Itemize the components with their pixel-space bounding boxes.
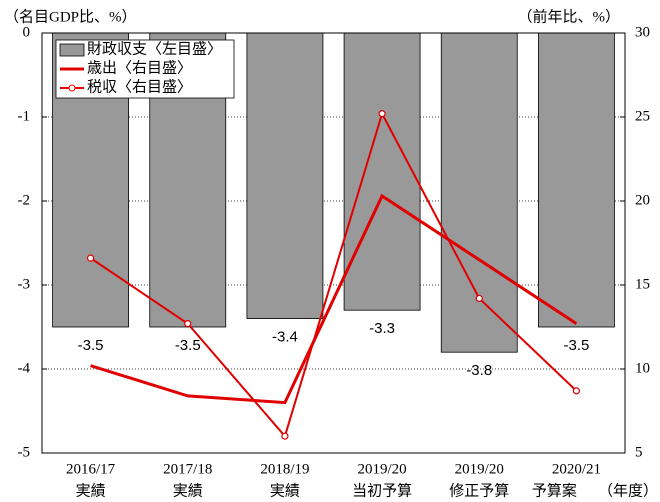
x-tick-label: 当初予算: [352, 481, 412, 499]
line: [90, 111, 578, 439]
x-tick-label: 2016/17: [66, 461, 116, 477]
legend-label: 歳出〈右目盛〉: [87, 59, 192, 76]
legend-box: [55, 39, 235, 99]
legend-swatch: [59, 43, 85, 57]
x-tick-label: 予算案: [532, 481, 577, 499]
x-tick-label: 2020/21: [552, 461, 601, 477]
bar-value-label: -3.5: [563, 337, 589, 354]
line-marker: [86, 254, 95, 262]
bar-value-label: -3.4: [272, 329, 298, 346]
bar: [440, 32, 518, 353]
y2-tick-label: 10: [635, 360, 650, 376]
y2-tick-label: 30: [635, 24, 650, 40]
x-tick-label: 2019/20: [357, 461, 406, 477]
x-tick-label: 実績: [270, 482, 300, 499]
y2-tick-label: 5: [635, 444, 643, 460]
x-tick-label: 2018/19: [260, 461, 309, 477]
x-tick-label: 2017/18: [163, 461, 212, 477]
line-marker: [378, 110, 386, 118]
bar: [246, 32, 324, 320]
y-tick-label: -5: [18, 444, 31, 460]
legend-label: 財政収支〈左目盛〉: [87, 40, 222, 57]
y2-tick-label: 20: [635, 192, 650, 208]
line-marker: [281, 432, 289, 440]
line-marker: [184, 320, 192, 328]
x-tick-label: 修正予算: [449, 481, 509, 499]
legend-label: 税収〈右目盛〉: [87, 78, 192, 95]
legend-marker: [68, 84, 76, 92]
x-tick-label: 実績: [173, 482, 203, 499]
x-tick-label: 実績: [76, 482, 106, 499]
bar: [343, 32, 421, 311]
bar: [538, 32, 615, 328]
y2-axis-label: （前年比、%）: [518, 8, 621, 25]
line-marker: [572, 387, 581, 395]
y-tick-label: -2: [18, 192, 31, 208]
bar-value-label: -3.8: [466, 362, 492, 379]
y2-tick-label: 25: [635, 108, 650, 124]
bar-value-label: -3.3: [369, 320, 395, 337]
y-axis-label: （名目GDP比、%）: [4, 8, 137, 25]
line: [90, 193, 578, 405]
bar-value-label: -3.5: [175, 337, 201, 354]
plot-frame: [41, 32, 626, 454]
line-marker: [475, 294, 483, 303]
y-tick-label: 0: [23, 24, 31, 40]
x-axis-label: （年度）: [598, 482, 658, 499]
y2-tick-label: 15: [635, 276, 650, 292]
x-tick-label: 2019/20: [455, 461, 504, 477]
y-tick-label: -3: [18, 276, 31, 292]
y-tick-label: -1: [18, 108, 31, 124]
y-tick-label: -4: [18, 360, 31, 376]
bar-value-label: -3.5: [78, 337, 104, 354]
